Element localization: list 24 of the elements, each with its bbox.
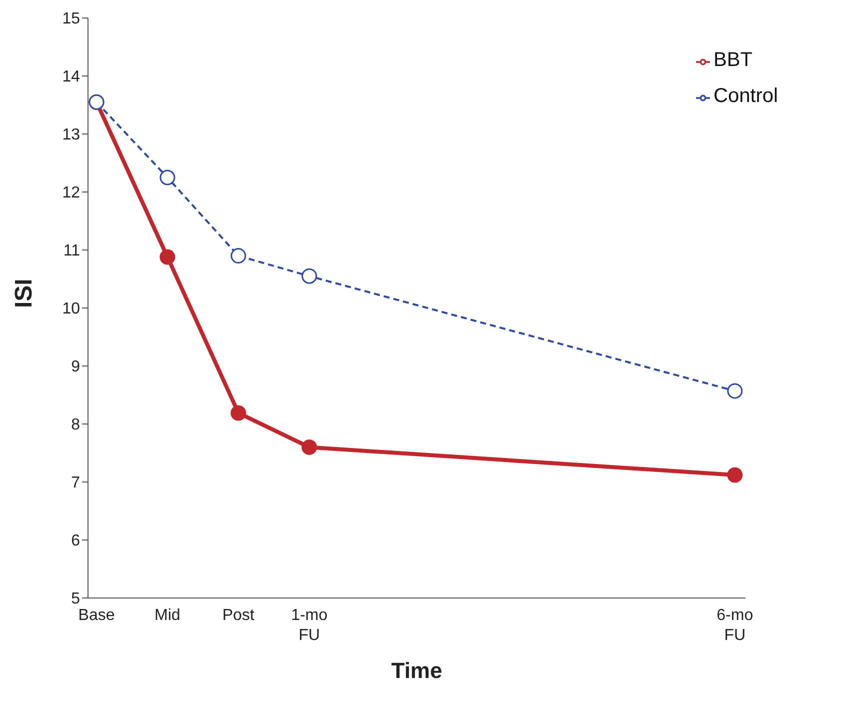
y-tick-label: 13 <box>62 126 80 144</box>
y-tick-label: 10 <box>62 300 80 318</box>
y-tick-label: 7 <box>71 474 80 492</box>
x-tick-label: 6-mo FU <box>716 607 754 644</box>
y-tick-label: 11 <box>63 242 80 260</box>
y-tick-label: 6 <box>71 532 80 550</box>
y-tick-label: 15 <box>62 10 80 28</box>
y-tick-label: 5 <box>71 590 80 608</box>
x-tick-label: 1-mo FU <box>291 607 328 644</box>
legend-label: Control <box>714 85 778 107</box>
y-tick-label: 9 <box>71 358 80 376</box>
x-tick-label: Base <box>78 607 115 624</box>
x-tick-label: Post <box>222 607 255 624</box>
point <box>230 405 246 421</box>
y-axis-title: ISI <box>10 278 38 308</box>
x-axis-title: Time <box>391 658 442 683</box>
y-tick-label: 14 <box>62 68 80 86</box>
x-tick-label: Mid <box>154 607 180 624</box>
point <box>727 467 743 483</box>
y-tick-label: 8 <box>71 416 80 434</box>
point <box>302 439 318 455</box>
legend-label: BBT <box>714 49 752 71</box>
point <box>160 249 176 265</box>
y-tick-label: 12 <box>62 184 80 202</box>
